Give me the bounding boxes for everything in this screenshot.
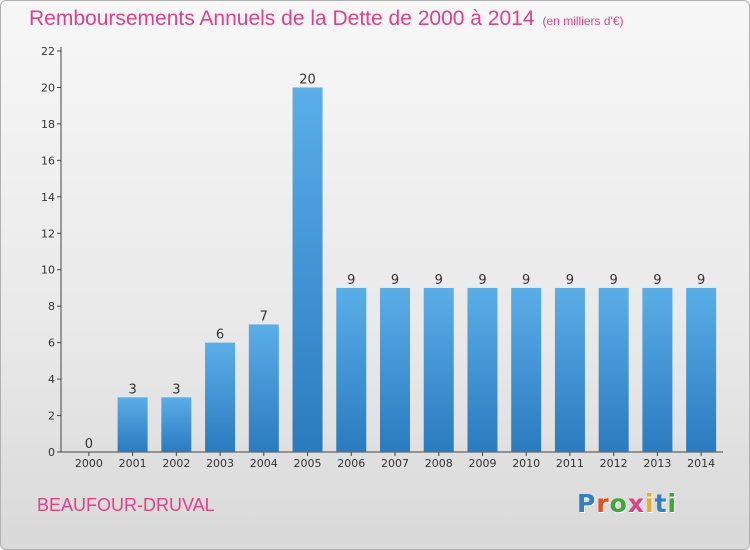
data-label: 9 [391, 273, 399, 288]
bar[interactable] [292, 87, 323, 453]
x-tick-label: 2012 [600, 457, 628, 470]
logo-letter: o [609, 489, 628, 518]
data-label: 9 [522, 273, 530, 288]
x-tick-label: 2000 [75, 457, 103, 470]
logo-letter: i [667, 489, 678, 518]
y-tick-label: 0 [48, 446, 55, 459]
data-label: 7 [260, 309, 268, 324]
x-tick-label: 2006 [337, 457, 365, 470]
chart-title: Remboursements Annuels de la Dette de 20… [29, 7, 624, 30]
data-label: 9 [347, 273, 355, 288]
data-label: 6 [216, 328, 224, 343]
y-tick-label: 22 [41, 45, 55, 58]
bar[interactable] [598, 287, 629, 452]
bar[interactable] [161, 397, 192, 452]
x-tick-label: 2008 [425, 457, 453, 470]
logo-letter: t [654, 489, 668, 518]
logo-letter: r [596, 489, 610, 518]
bar[interactable] [511, 287, 542, 452]
y-tick-label: 14 [41, 191, 55, 204]
data-label: 9 [566, 273, 574, 288]
bar[interactable] [248, 324, 279, 452]
y-tick-label: 20 [41, 81, 55, 94]
data-label: 3 [172, 382, 180, 397]
bar[interactable] [686, 287, 717, 452]
data-label: 9 [697, 273, 705, 288]
y-tick-label: 2 [48, 410, 55, 423]
bar[interactable] [642, 287, 673, 452]
data-label: 9 [610, 273, 618, 288]
bar[interactable] [467, 287, 498, 452]
data-label: 0 [85, 437, 93, 452]
bar[interactable] [336, 287, 367, 452]
x-tick-label: 2005 [294, 457, 322, 470]
bar[interactable] [205, 342, 236, 452]
y-tick-label: 6 [48, 337, 55, 350]
bar[interactable] [423, 287, 454, 452]
logo-letter: P [577, 489, 597, 518]
y-tick-label: 12 [41, 227, 55, 240]
data-label: 20 [299, 72, 316, 87]
y-tick-label: 4 [48, 373, 55, 386]
bar[interactable] [380, 287, 410, 452]
x-tick-label: 2002 [162, 457, 190, 470]
data-label: 9 [653, 273, 661, 288]
y-tick-label: 16 [41, 154, 55, 167]
y-tick-label: 18 [41, 118, 55, 131]
logo-letter: i [645, 489, 655, 518]
proxiti-logo[interactable]: Proxiti [577, 489, 677, 518]
x-tick-label: 2001 [119, 457, 147, 470]
data-label: 9 [478, 273, 486, 288]
x-tick-label: 2009 [468, 457, 496, 470]
x-tick-label: 2004 [250, 457, 278, 470]
bar[interactable] [554, 287, 585, 452]
y-tick-label: 8 [48, 300, 55, 313]
bar[interactable] [117, 397, 148, 452]
x-tick-label: 2013 [643, 457, 671, 470]
x-tick-label: 2014 [687, 457, 715, 470]
data-label: 9 [435, 273, 443, 288]
y-tick-label: 10 [41, 264, 55, 277]
data-label: 3 [128, 382, 136, 397]
x-tick-label: 2011 [556, 457, 584, 470]
logo-letter: x [627, 489, 645, 518]
chart-subtitle: (en milliers d'€) [542, 14, 624, 28]
x-tick-label: 2007 [381, 457, 409, 470]
x-tick-label: 2010 [512, 457, 540, 470]
commune-name: BEAUFOUR-DRUVAL [37, 495, 215, 515]
x-tick-label: 2003 [206, 457, 234, 470]
